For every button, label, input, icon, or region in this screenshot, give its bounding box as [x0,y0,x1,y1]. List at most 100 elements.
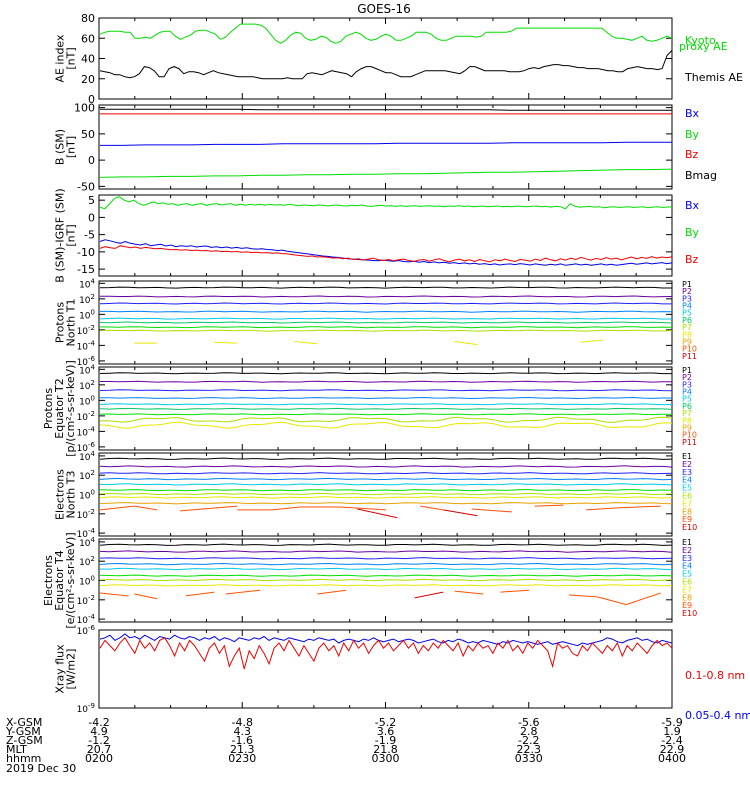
legend-label: E8 [682,507,692,516]
series-line [99,407,673,410]
y-tick-label: 100 [79,308,95,321]
series-line [100,380,673,383]
series-segment [185,591,215,597]
y-tick-label: 0 [88,211,95,224]
series-segment [134,593,158,600]
x-row-label: Y-GSM [5,725,41,738]
legend-label: E4 [682,476,692,485]
series-line [99,326,673,329]
series-line [99,584,673,587]
legend-label: Bz [685,253,699,266]
y-tick-label: 50 [81,128,95,141]
y-tick-label: 0 [88,93,95,106]
legend-label: E10 [682,523,697,532]
series-segment [614,505,661,509]
y-axis-label: Electrons [42,555,55,606]
series-segment [454,590,484,595]
x-row-label: MLT [6,743,27,756]
series-line [99,457,673,460]
legend-label: proxy AE [679,40,728,53]
series-line [99,389,673,392]
legend-label: E7 [682,499,692,508]
y-tick-label: 100 [79,575,95,588]
series-line [99,633,673,647]
legend-label: E3 [682,554,692,563]
y-tick-label: 104 [79,536,95,549]
series-line [99,502,673,505]
panel-bsm: -50 0 50 100 B (SM)[nT] Bx By Bz Bmag [54,102,718,194]
x-tick-value: 0200 [85,752,113,765]
x-tick-value: 21.3 [230,743,255,756]
x-tick-value: 0300 [372,752,400,765]
x-tick-value: 20.7 [87,743,112,756]
y-axis-label: [nT] [65,136,78,158]
series-line [99,372,672,375]
y-tick-label: 10-2 [77,508,95,521]
legend-label: P6 [682,316,692,325]
y-tick-label: 10-9 [77,702,95,715]
x-tick-value: 21.8 [373,743,398,756]
series-segment [597,596,627,606]
series-line [99,239,673,266]
y-tick-label: 10-2 [77,410,95,423]
series-line [99,245,673,263]
y-axis-label: North T1 [65,299,78,347]
y-tick-label: 10-4 [77,339,96,352]
series-line [100,108,672,111]
series-segment [568,594,598,598]
series-segment [214,341,238,344]
legend-label: P7 [682,323,692,332]
legend-label: E7 [682,585,692,594]
series-line [99,302,672,305]
x-tick-value: 4.9 [90,725,108,738]
figure-title: GOES-16 [357,2,411,16]
series-segment [420,505,444,511]
legend-label: Kyoto [685,34,716,47]
legend-label: P2 [682,373,692,382]
x-tick-value: -4.8 [232,716,253,729]
x-row-label: X-GSM [6,716,42,729]
y-tick-label: 102 [79,555,95,568]
legend-label: E10 [682,609,697,618]
x-row-label: hhmm [6,752,41,765]
series-segment [271,506,301,511]
y-axis-label: [nT] [65,224,78,246]
legend-label: E9 [682,515,692,524]
y-tick-label: 10-6 [77,441,96,454]
x-tick-value: -1.2 [88,734,109,747]
x-tick-value: 0400 [658,752,686,765]
legend-label: E9 [682,601,692,610]
y-axis-label: [e/(cm²-s-sr-keV)] [64,532,77,628]
series-segment [317,589,347,595]
legend-label: E6 [682,578,692,587]
series-line [99,403,673,406]
y-tick-label: -15 [77,263,95,276]
series-segment [443,509,478,517]
legend-label: E5 [682,570,692,579]
series-line [100,141,672,146]
y-axis-label: [W/m2] [65,649,78,690]
legend-label: P2 [682,287,692,296]
series-line [99,196,673,210]
y-axis-label: Equator T4 [53,550,66,610]
y-axis-label: North T3 [65,471,78,519]
y-tick-label: 10-6 [77,355,96,368]
y-tick-label: 100 [74,102,95,115]
y-axis-label: Protons [42,388,55,429]
y-tick-label: 100 [79,489,95,502]
y-axis-label: B (SM) [54,129,67,165]
series-line [99,489,673,492]
legend-label: Bz [685,148,699,161]
x-tick-value: -5.6 [518,716,539,729]
legend-label: E3 [682,468,692,477]
legend-label: P4 [682,388,692,397]
legend-label: Bx [685,107,700,120]
y-tick-label: 10-6 [77,624,96,637]
x-tick-value: -5.2 [375,716,396,729]
panel-frame [98,17,673,100]
legend-label: E2 [682,546,692,555]
y-tick-label: 80 [81,12,95,25]
series-segment [134,505,158,511]
